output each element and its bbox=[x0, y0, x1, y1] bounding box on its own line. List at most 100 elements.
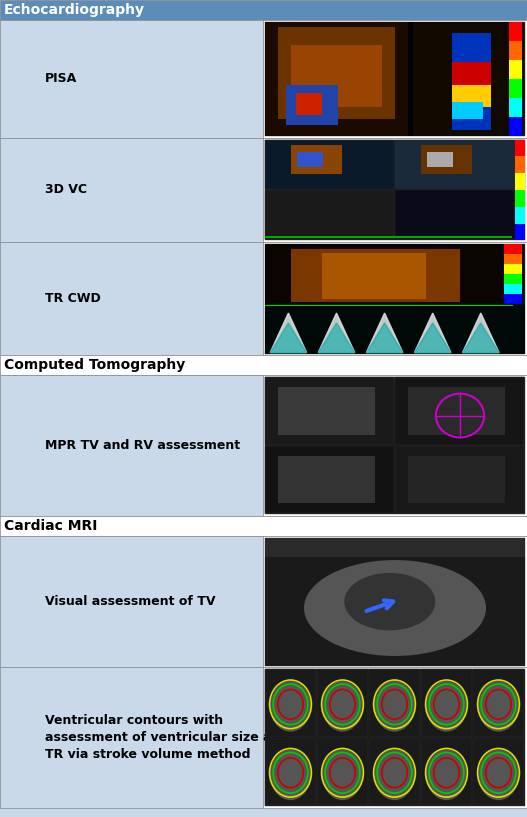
Bar bbox=[265, 22, 408, 136]
Bar bbox=[413, 22, 510, 136]
Text: Computed Tomography: Computed Tomography bbox=[4, 359, 186, 373]
Bar bbox=[278, 387, 375, 435]
Bar bbox=[510, 98, 522, 117]
Bar bbox=[504, 244, 522, 254]
Bar bbox=[296, 92, 322, 115]
Ellipse shape bbox=[478, 681, 519, 732]
Ellipse shape bbox=[270, 681, 311, 732]
Text: PISA: PISA bbox=[45, 73, 77, 86]
Bar bbox=[408, 22, 413, 136]
Bar bbox=[514, 224, 525, 240]
Bar bbox=[291, 145, 343, 174]
Bar bbox=[514, 140, 525, 156]
Bar bbox=[265, 190, 394, 239]
Polygon shape bbox=[463, 323, 499, 353]
Bar bbox=[265, 22, 525, 136]
Bar bbox=[0, 138, 263, 242]
Bar bbox=[504, 284, 522, 294]
Text: Echocardiography: Echocardiography bbox=[4, 3, 145, 17]
Bar bbox=[369, 669, 420, 737]
Bar bbox=[473, 669, 524, 737]
Bar bbox=[265, 244, 504, 304]
Bar bbox=[297, 152, 323, 167]
Polygon shape bbox=[463, 313, 499, 353]
Bar bbox=[0, 355, 527, 375]
Bar bbox=[0, 536, 263, 667]
Bar bbox=[395, 446, 524, 513]
Bar bbox=[427, 152, 453, 167]
Bar bbox=[510, 117, 522, 136]
Bar bbox=[265, 244, 525, 354]
Bar bbox=[278, 456, 375, 503]
Polygon shape bbox=[318, 313, 355, 353]
Ellipse shape bbox=[304, 560, 486, 656]
Ellipse shape bbox=[322, 749, 363, 800]
Bar bbox=[510, 41, 522, 60]
Bar bbox=[395, 190, 524, 239]
Bar bbox=[265, 377, 394, 444]
Bar bbox=[317, 669, 368, 737]
Bar bbox=[452, 102, 483, 119]
Polygon shape bbox=[270, 323, 307, 353]
Polygon shape bbox=[270, 313, 307, 353]
Bar bbox=[265, 140, 394, 189]
Polygon shape bbox=[366, 313, 403, 353]
Bar bbox=[265, 538, 525, 666]
Bar bbox=[0, 516, 527, 536]
Bar bbox=[278, 28, 395, 119]
Bar bbox=[263, 242, 527, 355]
Ellipse shape bbox=[374, 681, 415, 732]
Bar bbox=[369, 738, 420, 806]
Bar bbox=[0, 375, 263, 516]
Bar bbox=[408, 387, 505, 435]
Bar bbox=[322, 252, 426, 299]
Bar bbox=[408, 456, 505, 503]
Bar bbox=[510, 22, 522, 41]
Bar bbox=[263, 20, 527, 138]
Polygon shape bbox=[415, 323, 451, 353]
Bar bbox=[0, 808, 527, 817]
Bar bbox=[504, 254, 522, 264]
Bar bbox=[504, 274, 522, 284]
Bar bbox=[514, 173, 525, 190]
Bar bbox=[514, 207, 525, 224]
Bar bbox=[317, 738, 368, 806]
Bar bbox=[286, 85, 338, 124]
Bar bbox=[452, 33, 491, 130]
Text: Ventricular contours with
assessment of ventricular size and
TR via stroke volum: Ventricular contours with assessment of … bbox=[45, 714, 289, 761]
Bar bbox=[263, 138, 527, 242]
Ellipse shape bbox=[478, 749, 519, 800]
Bar bbox=[265, 140, 525, 240]
Ellipse shape bbox=[322, 681, 363, 732]
Bar bbox=[504, 264, 522, 274]
Bar bbox=[265, 738, 316, 806]
Polygon shape bbox=[318, 323, 355, 353]
Bar bbox=[510, 79, 522, 98]
Bar bbox=[265, 669, 316, 737]
Bar bbox=[265, 304, 525, 306]
Bar bbox=[265, 236, 512, 239]
Bar bbox=[265, 446, 394, 513]
Bar bbox=[265, 538, 525, 666]
Text: TR CWD: TR CWD bbox=[45, 292, 101, 306]
Bar bbox=[0, 242, 263, 355]
Bar bbox=[0, 667, 263, 808]
Bar bbox=[0, 0, 527, 20]
Bar bbox=[514, 190, 525, 207]
Text: Cardiac MRI: Cardiac MRI bbox=[4, 519, 97, 533]
Bar bbox=[395, 377, 524, 444]
Bar bbox=[263, 667, 527, 808]
Bar bbox=[473, 738, 524, 806]
Bar bbox=[395, 140, 524, 189]
Bar bbox=[291, 45, 382, 108]
Bar bbox=[0, 20, 263, 138]
Text: 3D VC: 3D VC bbox=[45, 184, 87, 196]
Bar bbox=[452, 85, 491, 108]
Bar bbox=[452, 62, 491, 102]
Bar bbox=[265, 538, 525, 557]
Bar bbox=[265, 306, 525, 354]
Bar bbox=[421, 669, 472, 737]
Ellipse shape bbox=[270, 749, 311, 800]
Bar bbox=[514, 156, 525, 173]
Bar bbox=[421, 145, 472, 174]
